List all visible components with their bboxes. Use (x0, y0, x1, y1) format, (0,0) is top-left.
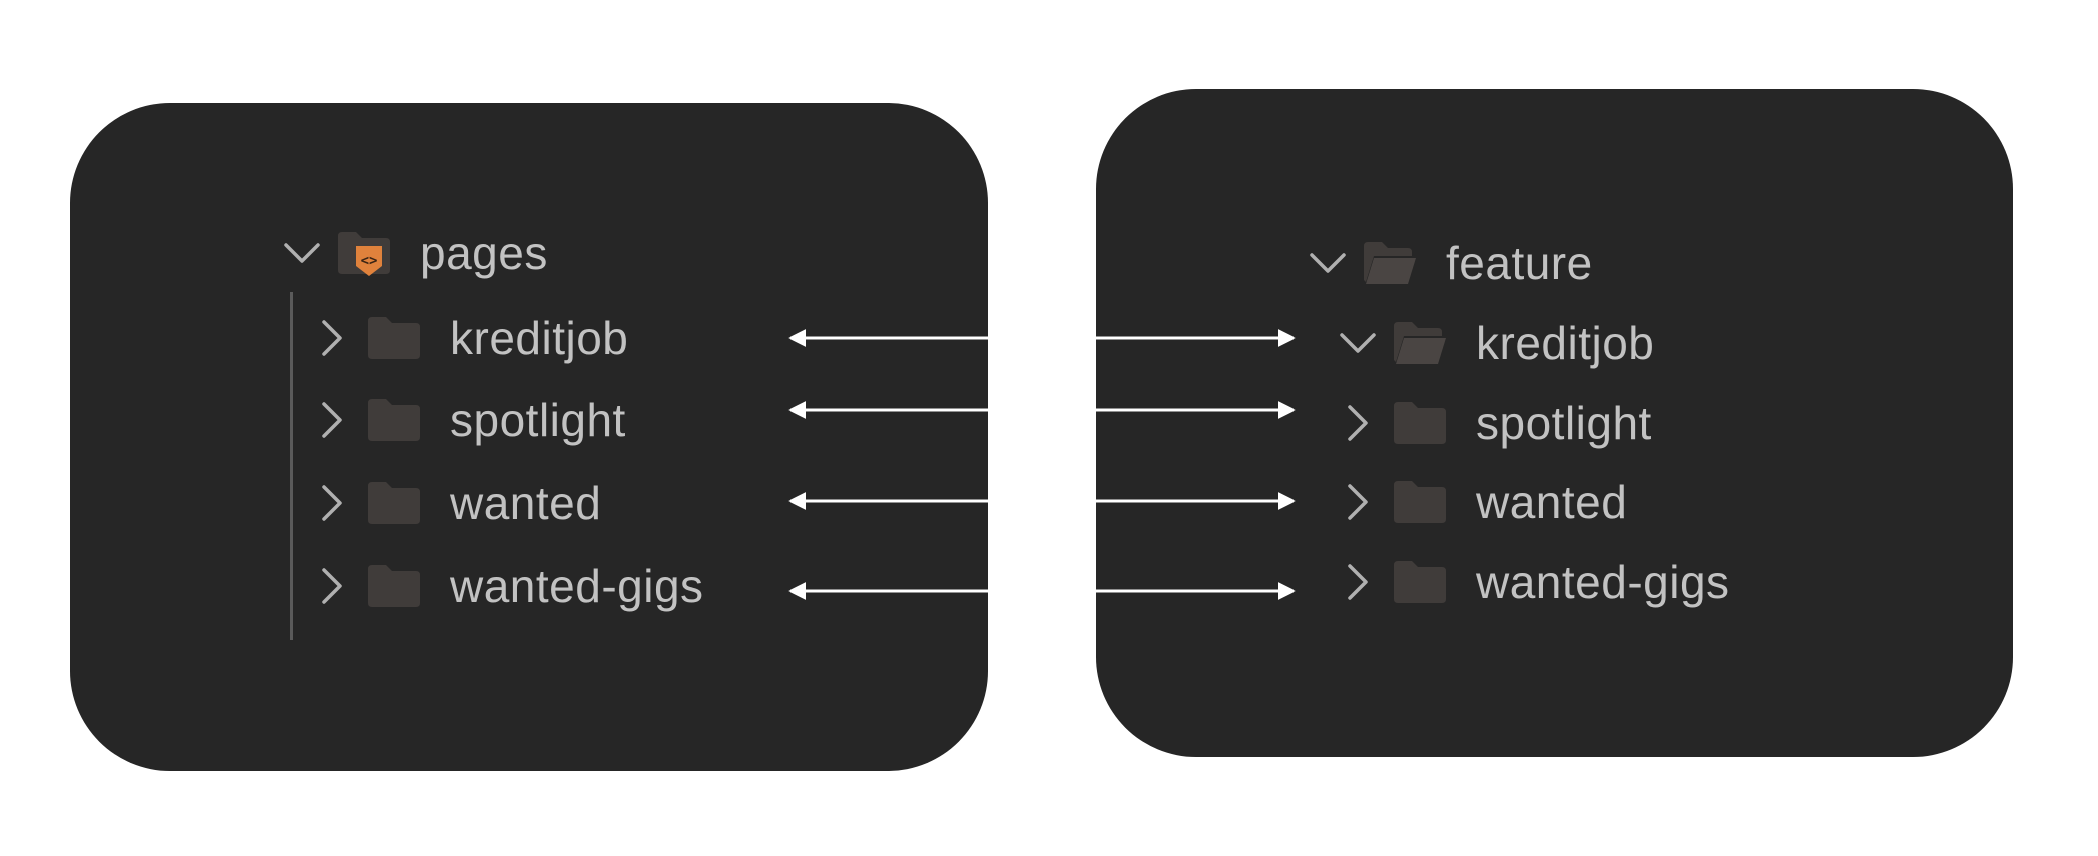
folder-closed-icon (366, 561, 422, 611)
tree-item-label: feature (1446, 237, 1593, 289)
folder-closed-icon (366, 395, 422, 445)
tree-item-feature[interactable]: feature (1306, 233, 1593, 293)
tree-item-spotlight[interactable]: spotlight (1336, 393, 1652, 453)
chevron-right-icon[interactable] (310, 564, 354, 608)
tree-item-wanted[interactable]: wanted (1336, 472, 1627, 532)
tree-item-wanted[interactable]: wanted (310, 473, 601, 533)
chevron-down-icon[interactable] (1336, 321, 1380, 365)
folder-closed-icon (1392, 398, 1448, 448)
tree-item-pages[interactable]: <> pages (280, 223, 548, 283)
svg-text:<>: <> (361, 253, 378, 269)
chevron-down-icon[interactable] (280, 231, 324, 275)
tree-item-label: kreditjob (1476, 317, 1655, 369)
left-panel (70, 103, 988, 771)
chevron-right-icon[interactable] (1336, 560, 1380, 604)
chevron-right-icon[interactable] (310, 316, 354, 360)
tree-item-label: kreditjob (450, 312, 629, 364)
tree-item-wanted-gigs[interactable]: wanted-gigs (310, 556, 704, 616)
tree-guide-line (290, 292, 293, 640)
folder-closed-icon (1392, 477, 1448, 527)
tree-item-kreditjob[interactable]: kreditjob (310, 308, 628, 368)
folder-closed-icon (366, 313, 422, 363)
chevron-right-icon[interactable] (1336, 480, 1380, 524)
tree-item-spotlight[interactable]: spotlight (310, 390, 626, 450)
chevron-right-icon[interactable] (310, 398, 354, 442)
tree-item-label: spotlight (1476, 397, 1652, 449)
tree-item-label: wanted (1476, 476, 1628, 528)
tree-item-label: wanted-gigs (1476, 556, 1730, 608)
folder-closed-icon (1392, 557, 1448, 607)
folder-open-icon (1392, 318, 1448, 368)
folder-code-icon: <> (336, 228, 392, 278)
chevron-right-icon[interactable] (310, 481, 354, 525)
chevron-right-icon[interactable] (1336, 401, 1380, 445)
tree-item-label: spotlight (450, 394, 626, 446)
tree-item-kreditjob[interactable]: kreditjob (1336, 313, 1654, 373)
tree-item-wanted-gigs[interactable]: wanted-gigs (1336, 552, 1730, 612)
tree-item-label: wanted (450, 477, 602, 529)
folder-closed-icon (366, 478, 422, 528)
chevron-down-icon[interactable] (1306, 241, 1350, 285)
tree-item-label: wanted-gigs (450, 560, 704, 612)
tree-item-label: pages (420, 227, 548, 279)
right-panel (1096, 89, 2013, 757)
folder-open-icon (1362, 238, 1418, 288)
